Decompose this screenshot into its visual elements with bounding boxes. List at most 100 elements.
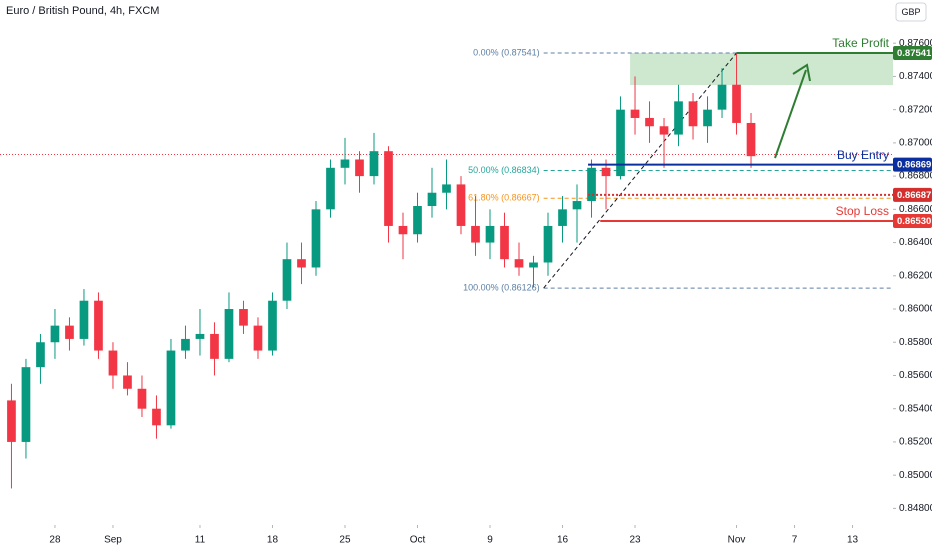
- candle-body: [674, 101, 683, 135]
- candle-body: [108, 350, 118, 376]
- y-tick-label: 0.86200: [899, 270, 932, 281]
- x-tick-label: Nov: [728, 535, 746, 546]
- y-tick-label: 0.86600: [899, 204, 932, 215]
- candle-body: [543, 225, 553, 263]
- level-name: Take Profit: [832, 36, 889, 50]
- x-tick-label: 25: [339, 535, 351, 546]
- arrow-head: [792, 63, 811, 82]
- candle-body: [166, 350, 176, 426]
- candle-body: [239, 309, 248, 326]
- candle-body: [732, 84, 741, 123]
- level-name: Buy Entry: [837, 148, 889, 162]
- price-tag: [893, 157, 932, 172]
- chart-title: Euro / British Pound, 4h, FXCM: [6, 5, 159, 17]
- x-tick-label: 16: [557, 535, 569, 546]
- candle-body: [384, 151, 393, 226]
- candle-body: [616, 109, 625, 177]
- fib-label: 61.80% (0.86667): [468, 193, 540, 203]
- y-tick-label: 0.86400: [899, 237, 932, 248]
- candle-body: [65, 325, 74, 339]
- candle-body: [123, 375, 132, 389]
- fib-trend-line: [543, 52, 737, 289]
- x-tick-label: 9: [487, 535, 493, 546]
- candle-body: [152, 408, 161, 426]
- candle-body: [268, 300, 277, 351]
- x-tick-label: 18: [267, 535, 279, 546]
- price-tag-label: 0.87541: [897, 48, 932, 59]
- y-tick-label: 0.87600: [899, 38, 932, 49]
- arrow-shaft: [774, 69, 807, 159]
- y-tick-label: 0.86000: [899, 304, 932, 315]
- y-tick-label: 0.87200: [899, 104, 932, 115]
- candle-body: [137, 388, 147, 409]
- fib-label: 100.00% (0.86126): [463, 282, 540, 292]
- candle-body: [645, 117, 654, 127]
- price-tag: [893, 187, 932, 202]
- candle-body: [529, 262, 538, 268]
- candle-body: [210, 333, 219, 359]
- candle-body: [282, 259, 292, 301]
- candle-body: [572, 201, 582, 210]
- y-tick-label: 0.85400: [899, 403, 932, 414]
- x-tick-label: 7: [792, 535, 798, 546]
- candle-body: [471, 225, 480, 243]
- candle-body: [340, 159, 350, 168]
- y-tick-label: 0.85600: [899, 370, 932, 381]
- candle-body: [181, 338, 190, 351]
- y-tick-label: 0.85200: [899, 437, 932, 448]
- candle-body: [311, 209, 321, 268]
- candle-body: [442, 184, 451, 193]
- candle-body: [456, 184, 466, 226]
- forecast-arrow: [774, 63, 811, 159]
- y-tick-label: 0.87000: [899, 138, 932, 149]
- candle-body: [7, 400, 16, 442]
- fib-label: 0.00% (0.87541): [473, 47, 540, 57]
- candle-body: [514, 259, 524, 268]
- candle-body: [21, 367, 31, 442]
- candle-body: [253, 325, 263, 351]
- y-tick-label: 0.85800: [899, 337, 932, 348]
- currency-button[interactable]: [895, 2, 927, 22]
- candle-body: [413, 206, 422, 235]
- x-tick-label: 23: [629, 535, 641, 546]
- candle-body: [485, 225, 495, 243]
- candle-body: [297, 259, 306, 268]
- candle-body: [659, 126, 669, 135]
- currency-label[interactable]: GBP: [901, 7, 920, 17]
- x-tick-label: 13: [847, 535, 859, 546]
- candle-body: [500, 225, 509, 260]
- candle-body: [369, 151, 379, 177]
- x-tick-label: 11: [195, 535, 206, 546]
- candle-body: [355, 159, 364, 177]
- y-tick-label: 0.84800: [899, 503, 932, 514]
- candle-body: [36, 342, 45, 368]
- candle-body: [94, 300, 103, 351]
- y-tick-label: 0.87400: [899, 71, 932, 82]
- price-tag-label: 0.86869: [897, 160, 931, 171]
- price-tag-label: 0.86687: [897, 190, 931, 201]
- price-tag: [893, 213, 932, 228]
- candle-body: [688, 101, 698, 127]
- candle-body: [195, 333, 205, 339]
- candle-body: [587, 167, 596, 202]
- candle-body: [717, 84, 727, 110]
- target-zone: [630, 52, 893, 86]
- x-tick-label: Sep: [104, 535, 122, 546]
- level-name: Stop Loss: [836, 204, 889, 218]
- candle-body: [746, 122, 756, 157]
- y-tick-label: 0.85000: [899, 470, 932, 481]
- price-tag-label: 0.86530: [897, 216, 931, 227]
- candle-body: [224, 309, 234, 359]
- y-tick-label: 0.86800: [899, 171, 932, 182]
- x-tick-label: 28: [49, 535, 61, 546]
- candle-body: [703, 109, 712, 127]
- x-tick-label: Oct: [410, 535, 426, 546]
- candle-body: [427, 192, 437, 207]
- fib-label: 50.00% (0.86834): [468, 165, 540, 175]
- candle-body: [326, 167, 335, 210]
- candle-body: [558, 209, 567, 226]
- candle-body: [79, 300, 89, 339]
- candle-body: [630, 109, 640, 118]
